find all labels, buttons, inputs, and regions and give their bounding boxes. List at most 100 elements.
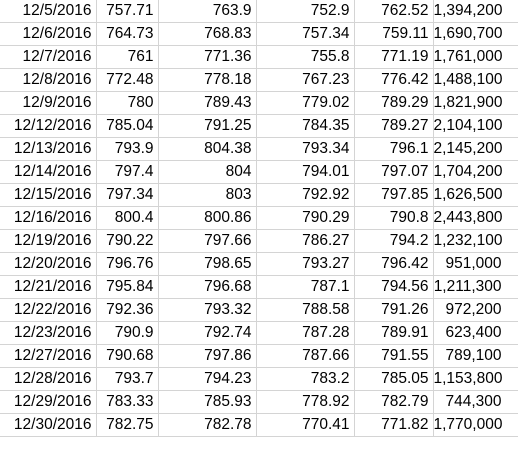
open-cell[interactable]: 780 — [96, 91, 159, 115]
high-cell[interactable]: 797.66 — [158, 229, 257, 253]
close-cell[interactable]: 794.2 — [354, 229, 434, 253]
volume-cell[interactable]: 1,394,200 — [433, 0, 518, 23]
low-cell[interactable]: 779.02 — [256, 91, 355, 115]
close-cell[interactable]: 791.26 — [354, 298, 434, 322]
low-cell[interactable]: 793.27 — [256, 252, 355, 276]
high-cell[interactable]: 796.68 — [158, 275, 257, 299]
volume-cell[interactable]: 972,200 — [433, 298, 518, 322]
low-cell[interactable]: 784.35 — [256, 114, 355, 138]
high-cell[interactable]: 768.83 — [158, 22, 257, 46]
high-cell[interactable]: 798.65 — [158, 252, 257, 276]
date-cell[interactable]: 12/5/2016 — [0, 0, 97, 23]
high-cell[interactable]: 797.86 — [158, 344, 257, 368]
high-cell[interactable]: 800.86 — [158, 206, 257, 230]
volume-cell[interactable]: 744,300 — [433, 390, 518, 414]
low-cell[interactable]: 767.23 — [256, 68, 355, 92]
date-cell[interactable]: 12/20/2016 — [0, 252, 97, 276]
low-cell[interactable]: 790.29 — [256, 206, 355, 230]
date-cell[interactable]: 12/14/2016 — [0, 160, 97, 184]
open-cell[interactable]: 792.36 — [96, 298, 159, 322]
high-cell[interactable]: 778.18 — [158, 68, 257, 92]
high-cell[interactable]: 785.93 — [158, 390, 257, 414]
close-cell[interactable]: 796.42 — [354, 252, 434, 276]
low-cell[interactable]: 788.58 — [256, 298, 355, 322]
high-cell[interactable]: 793.32 — [158, 298, 257, 322]
date-cell[interactable]: 12/21/2016 — [0, 275, 97, 299]
open-cell[interactable]: 782.75 — [96, 413, 159, 437]
close-cell[interactable]: 789.27 — [354, 114, 434, 138]
volume-cell[interactable]: 1,770,000 — [433, 413, 518, 437]
close-cell[interactable]: 790.8 — [354, 206, 434, 230]
low-cell[interactable]: 792.92 — [256, 183, 355, 207]
volume-cell[interactable]: 789,100 — [433, 344, 518, 368]
date-cell[interactable]: 12/23/2016 — [0, 321, 97, 345]
low-cell[interactable]: 783.2 — [256, 367, 355, 391]
open-cell[interactable]: 796.76 — [96, 252, 159, 276]
date-cell[interactable]: 12/30/2016 — [0, 413, 97, 437]
close-cell[interactable]: 759.11 — [354, 22, 434, 46]
high-cell[interactable]: 804 — [158, 160, 257, 184]
low-cell[interactable]: 793.34 — [256, 137, 355, 161]
high-cell[interactable]: 804.38 — [158, 137, 257, 161]
high-cell[interactable]: 789.43 — [158, 91, 257, 115]
volume-cell[interactable]: 1,761,000 — [433, 45, 518, 69]
open-cell[interactable]: 783.33 — [96, 390, 159, 414]
volume-cell[interactable]: 1,211,300 — [433, 275, 518, 299]
open-cell[interactable]: 785.04 — [96, 114, 159, 138]
volume-cell[interactable]: 1,153,800 — [433, 367, 518, 391]
date-cell[interactable]: 12/8/2016 — [0, 68, 97, 92]
open-cell[interactable]: 793.9 — [96, 137, 159, 161]
low-cell[interactable]: 770.41 — [256, 413, 355, 437]
volume-cell[interactable]: 2,104,100 — [433, 114, 518, 138]
close-cell[interactable]: 796.1 — [354, 137, 434, 161]
date-cell[interactable]: 12/13/2016 — [0, 137, 97, 161]
volume-cell[interactable]: 1,232,100 — [433, 229, 518, 253]
volume-cell[interactable]: 1,704,200 — [433, 160, 518, 184]
date-cell[interactable]: 12/28/2016 — [0, 367, 97, 391]
open-cell[interactable]: 797.4 — [96, 160, 159, 184]
low-cell[interactable]: 794.01 — [256, 160, 355, 184]
volume-cell[interactable]: 623,400 — [433, 321, 518, 345]
volume-cell[interactable]: 1,626,500 — [433, 183, 518, 207]
high-cell[interactable]: 794.23 — [158, 367, 257, 391]
close-cell[interactable]: 771.82 — [354, 413, 434, 437]
date-cell[interactable]: 12/27/2016 — [0, 344, 97, 368]
volume-cell[interactable]: 1,821,900 — [433, 91, 518, 115]
volume-cell[interactable]: 1,690,700 — [433, 22, 518, 46]
open-cell[interactable]: 790.9 — [96, 321, 159, 345]
date-cell[interactable]: 12/9/2016 — [0, 91, 97, 115]
volume-cell[interactable]: 2,145,200 — [433, 137, 518, 161]
close-cell[interactable]: 789.29 — [354, 91, 434, 115]
open-cell[interactable]: 772.48 — [96, 68, 159, 92]
close-cell[interactable]: 797.07 — [354, 160, 434, 184]
close-cell[interactable]: 782.79 — [354, 390, 434, 414]
open-cell[interactable]: 800.4 — [96, 206, 159, 230]
open-cell[interactable]: 795.84 — [96, 275, 159, 299]
open-cell[interactable]: 757.71 — [96, 0, 159, 23]
date-cell[interactable]: 12/12/2016 — [0, 114, 97, 138]
low-cell[interactable]: 787.1 — [256, 275, 355, 299]
low-cell[interactable]: 787.28 — [256, 321, 355, 345]
high-cell[interactable]: 792.74 — [158, 321, 257, 345]
low-cell[interactable]: 757.34 — [256, 22, 355, 46]
date-cell[interactable]: 12/22/2016 — [0, 298, 97, 322]
date-cell[interactable]: 12/6/2016 — [0, 22, 97, 46]
high-cell[interactable]: 771.36 — [158, 45, 257, 69]
close-cell[interactable]: 794.56 — [354, 275, 434, 299]
open-cell[interactable]: 793.7 — [96, 367, 159, 391]
open-cell[interactable]: 790.22 — [96, 229, 159, 253]
date-cell[interactable]: 12/16/2016 — [0, 206, 97, 230]
open-cell[interactable]: 764.73 — [96, 22, 159, 46]
high-cell[interactable]: 803 — [158, 183, 257, 207]
date-cell[interactable]: 12/7/2016 — [0, 45, 97, 69]
open-cell[interactable]: 761 — [96, 45, 159, 69]
open-cell[interactable]: 790.68 — [96, 344, 159, 368]
low-cell[interactable]: 786.27 — [256, 229, 355, 253]
low-cell[interactable]: 787.66 — [256, 344, 355, 368]
high-cell[interactable]: 763.9 — [158, 0, 257, 23]
close-cell[interactable]: 762.52 — [354, 0, 434, 23]
volume-cell[interactable]: 951,000 — [433, 252, 518, 276]
date-cell[interactable]: 12/19/2016 — [0, 229, 97, 253]
date-cell[interactable]: 12/29/2016 — [0, 390, 97, 414]
low-cell[interactable]: 755.8 — [256, 45, 355, 69]
